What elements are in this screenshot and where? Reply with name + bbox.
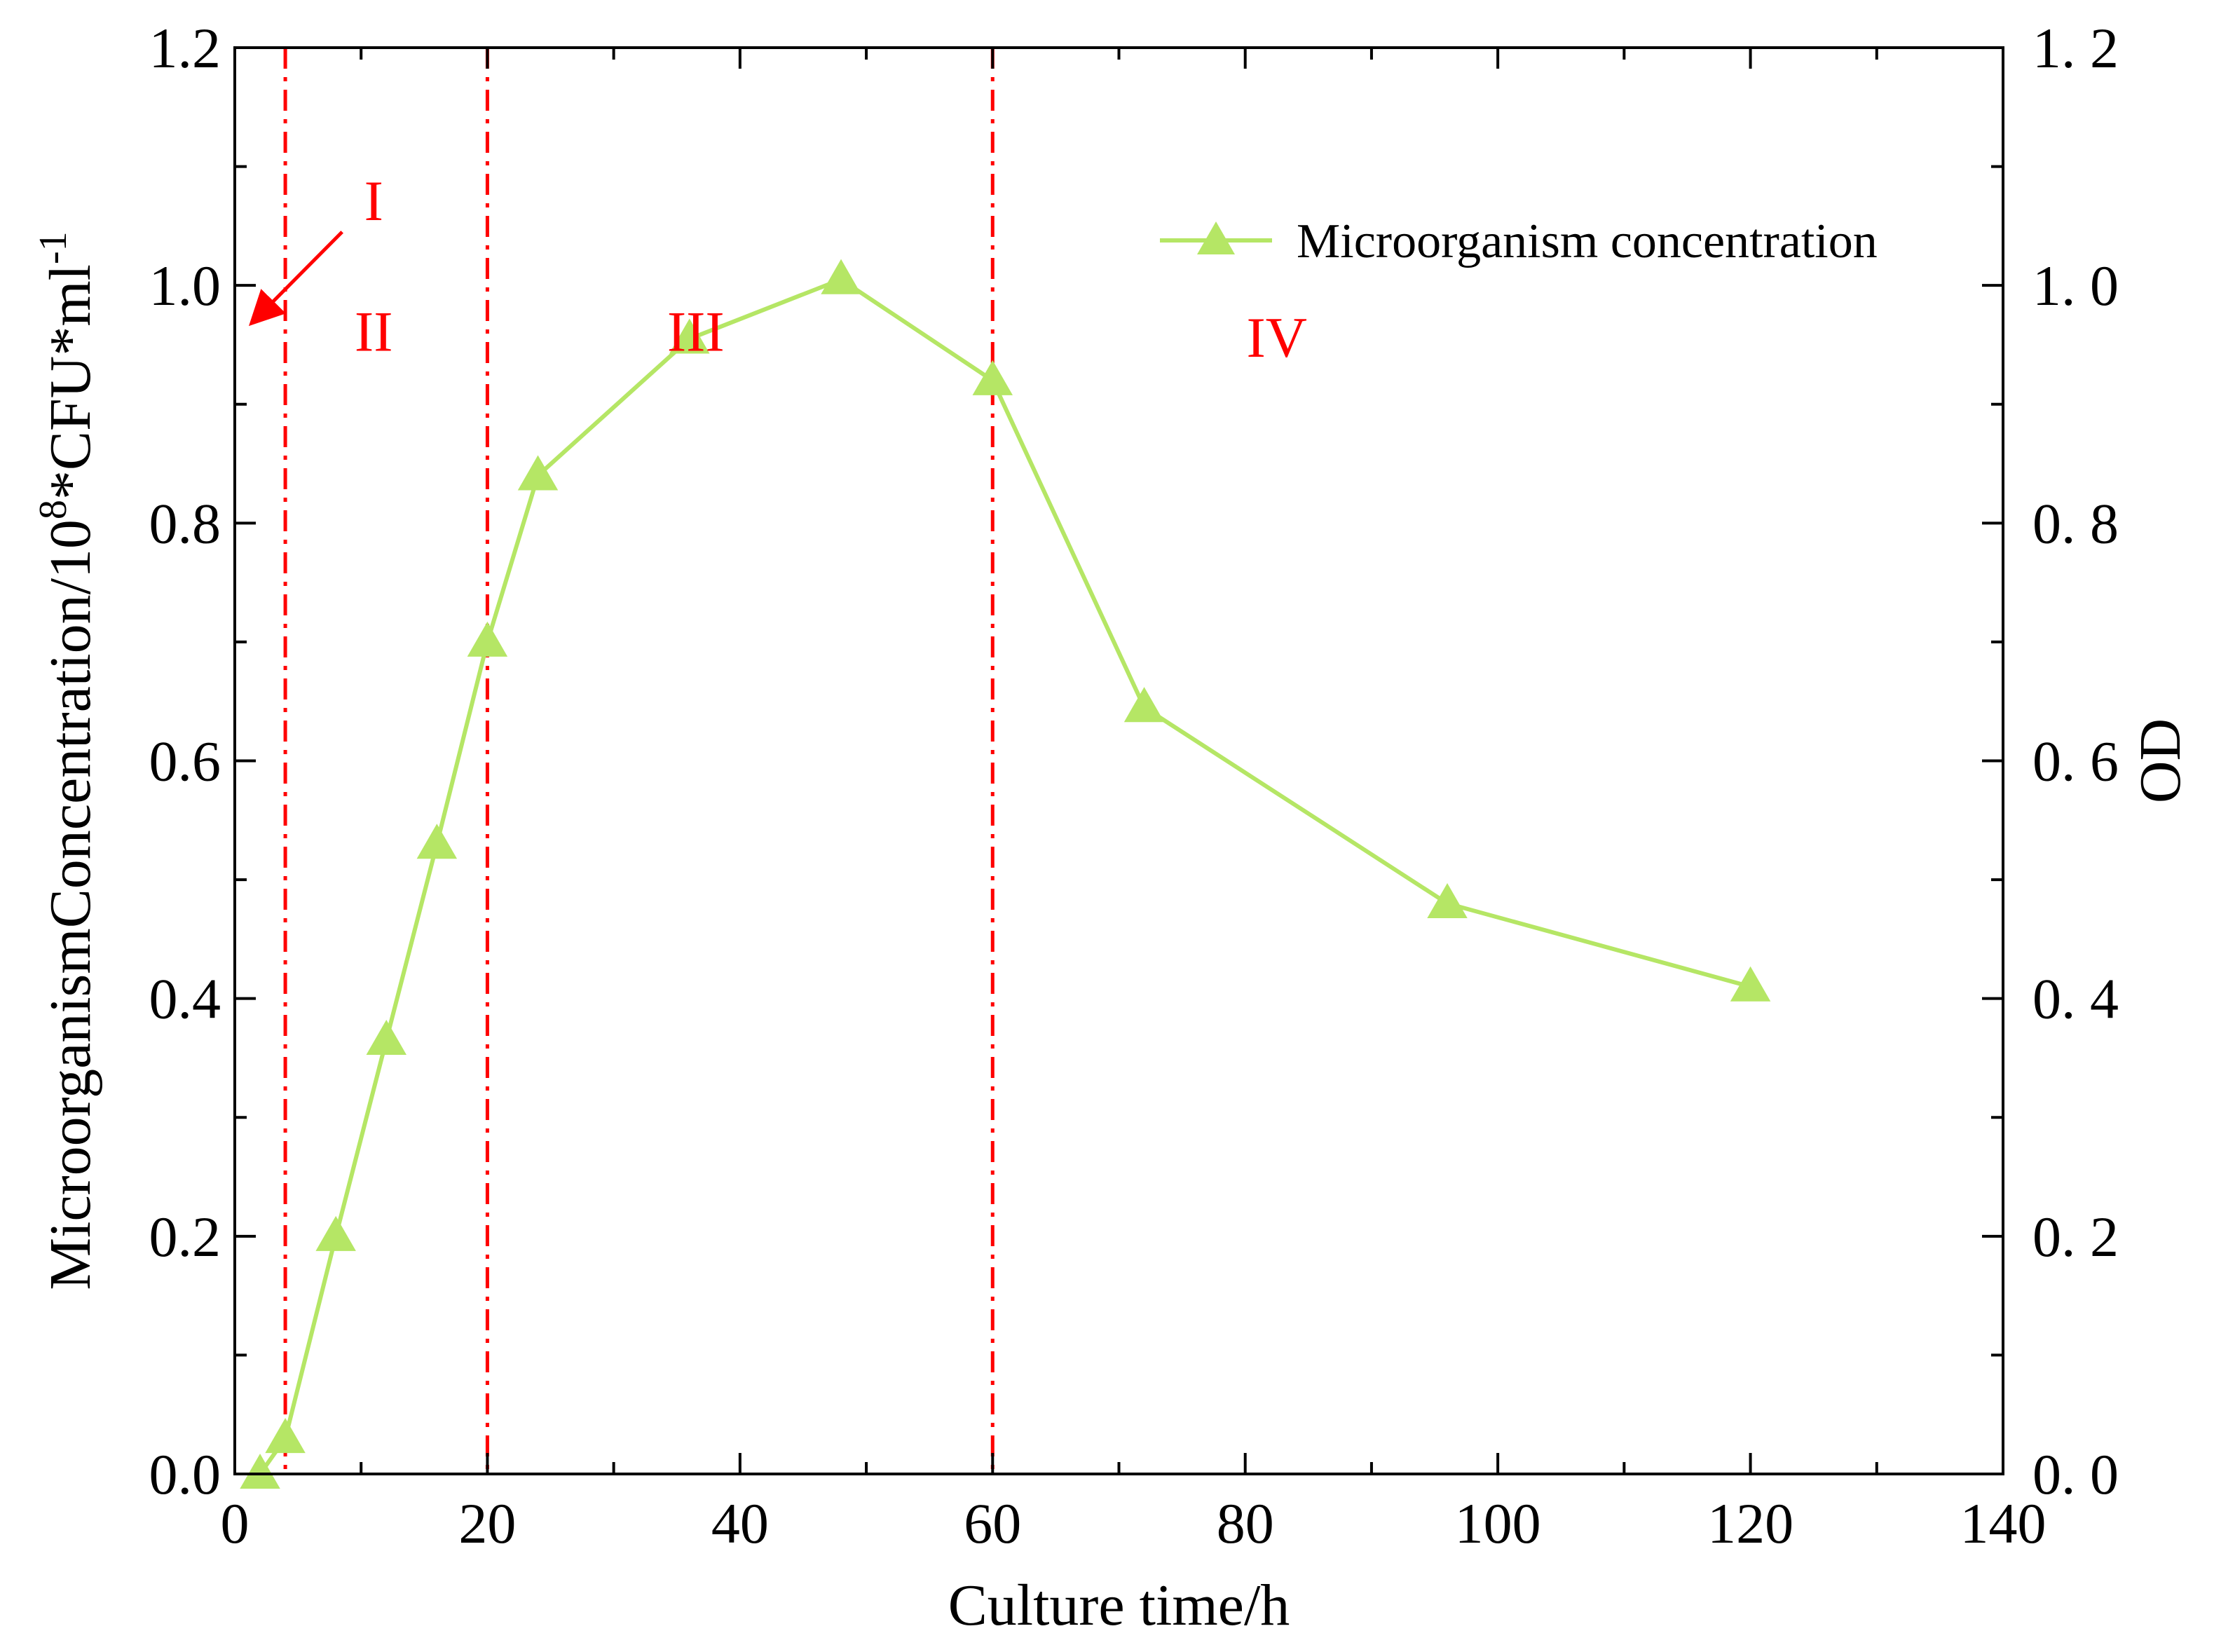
y-tick-label: 1.2 <box>149 16 221 80</box>
data-point <box>240 1453 280 1489</box>
y2-tick-label: 0. 0 <box>2032 1442 2119 1506</box>
legend-marker <box>1197 221 1235 254</box>
data-point <box>669 318 710 354</box>
x-tick-label: 20 <box>458 1491 516 1555</box>
x-tick-label: 140 <box>1960 1491 2046 1555</box>
data-point <box>315 1215 356 1251</box>
data-point <box>821 259 861 294</box>
y-tick-label: 1.0 <box>149 254 221 318</box>
x-tick-label: 120 <box>1707 1491 1793 1555</box>
legend-label: Microorganism concentration <box>1297 214 1878 268</box>
y-tick-label: 0.0 <box>149 1442 221 1506</box>
region-label: I <box>364 169 383 233</box>
data-point <box>1123 687 1165 723</box>
data-point <box>1427 882 1468 918</box>
y-axis-title-unit: *CFU*ml <box>38 264 103 500</box>
x-axis-title: Culture time/h <box>948 1573 1290 1638</box>
y-axis-title-main: MicroorganismConcentration/10 <box>38 519 103 1290</box>
y2-axis-title: OD <box>2128 718 2193 803</box>
x-tick-label: 40 <box>711 1491 769 1555</box>
region-label: II <box>355 299 393 363</box>
data-point <box>1730 966 1771 1002</box>
y-axis-title-exponent: -1 <box>32 231 75 264</box>
data-point <box>416 824 458 859</box>
region-label: IV <box>1247 306 1308 369</box>
data-point <box>366 1020 406 1056</box>
x-tick-label: 0 <box>221 1491 250 1555</box>
x-tick-label: 60 <box>964 1491 1021 1555</box>
y-tick-label: 0.2 <box>149 1205 221 1269</box>
y2-tick-label: 0. 2 <box>2032 1205 2119 1269</box>
x-tick-label: 100 <box>1455 1491 1541 1555</box>
phase-arrow <box>248 231 343 327</box>
y2-tick-label: 0. 4 <box>2032 967 2119 1031</box>
data-point <box>265 1418 306 1454</box>
x-tick-label: 80 <box>1217 1491 1274 1555</box>
y2-tick-label: 1. 2 <box>2032 16 2119 80</box>
y2-tick-label: 0. 6 <box>2032 730 2119 793</box>
y-tick-label: 0.8 <box>149 491 221 555</box>
y2-tick-label: 0. 8 <box>2032 491 2119 555</box>
y-tick-label: 0.4 <box>149 967 221 1031</box>
y-axis-title: MicroorganismConcentration/108*CFU*ml-1 <box>32 231 103 1290</box>
data-point <box>517 455 559 491</box>
series-line <box>258 277 1751 1475</box>
y2-tick-label: 1. 0 <box>2032 254 2119 318</box>
y-tick-label: 0.6 <box>149 730 221 793</box>
y-axis-title-exponent: 8 <box>32 500 75 519</box>
data-point <box>467 621 508 657</box>
data-point <box>972 360 1013 395</box>
region-label: III <box>667 299 725 363</box>
